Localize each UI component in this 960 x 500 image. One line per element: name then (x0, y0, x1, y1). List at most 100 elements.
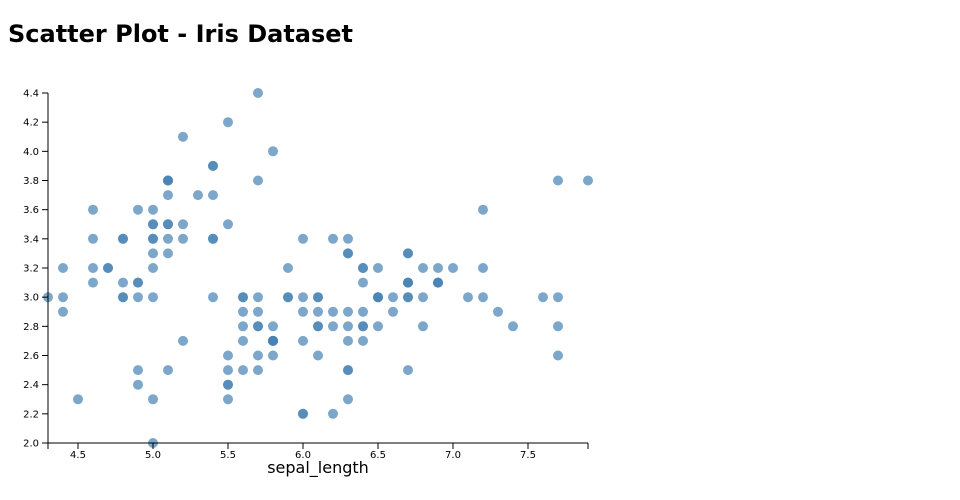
data-point (493, 306, 503, 317)
data-point (133, 277, 143, 288)
data-point (118, 277, 128, 288)
data-point (343, 394, 353, 405)
data-point (223, 365, 233, 376)
data-point (223, 350, 233, 361)
data-point (103, 263, 113, 273)
y-tick-label: 4.4 (23, 89, 39, 100)
data-point (268, 146, 278, 157)
data-point (253, 365, 263, 376)
data-point (73, 394, 83, 405)
data-point (403, 277, 413, 288)
data-point (238, 365, 248, 376)
data-point (148, 263, 158, 273)
y-tick-label: 2.2 (23, 409, 39, 420)
data-point (148, 248, 158, 259)
data-point (118, 233, 128, 244)
data-point (118, 292, 128, 303)
x-tick-label: 7.0 (445, 450, 461, 461)
data-point (238, 292, 248, 303)
data-point (163, 233, 173, 244)
data-point (373, 321, 383, 332)
data-point (163, 175, 173, 186)
data-point (418, 321, 428, 332)
y-tick-label: 2.0 (23, 439, 39, 450)
y-tick-label: 2.8 (23, 322, 39, 333)
data-point (253, 88, 263, 98)
data-point (208, 292, 218, 303)
x-tick-label: 6.5 (370, 450, 386, 461)
data-point (178, 219, 188, 230)
y-tick-label: 3.6 (23, 205, 39, 216)
data-point (418, 292, 428, 303)
data-point (268, 350, 278, 361)
data-point (328, 321, 338, 332)
points-layer (43, 88, 593, 448)
data-point (508, 321, 518, 332)
data-point (223, 379, 233, 390)
data-point (553, 175, 563, 186)
data-point (148, 292, 158, 303)
data-point (403, 292, 413, 303)
data-point (88, 204, 98, 215)
data-point (133, 204, 143, 215)
data-point (358, 321, 368, 332)
data-point (223, 117, 233, 128)
data-point (238, 321, 248, 332)
data-point (88, 277, 98, 288)
data-point (208, 233, 218, 244)
data-point (163, 248, 173, 259)
data-point (58, 292, 68, 303)
data-point (328, 233, 338, 244)
x-tick-label: 5.5 (220, 450, 236, 461)
data-point (223, 394, 233, 405)
data-point (328, 408, 338, 419)
y-tick-label: 4.0 (23, 147, 39, 158)
data-point (163, 365, 173, 376)
data-point (148, 219, 158, 230)
data-point (403, 365, 413, 376)
data-point (283, 292, 293, 303)
data-point (253, 306, 263, 317)
data-point (178, 131, 188, 142)
data-point (313, 321, 323, 332)
data-point (193, 190, 203, 201)
data-point (298, 233, 308, 244)
data-point (283, 263, 293, 273)
data-point (583, 175, 593, 186)
y-tick-label: 3.0 (23, 293, 39, 304)
data-point (148, 204, 158, 215)
data-point (133, 379, 143, 390)
y-axis: 2.0 2.2 2.4 2.6 2.8 3.0 3.2 3.4 3.6 3.8 4.0 4.2 4.4 (23, 89, 49, 450)
data-point (208, 160, 218, 171)
data-point (418, 263, 428, 273)
data-point (313, 292, 323, 303)
data-point (433, 277, 443, 288)
data-point (358, 306, 368, 317)
data-point (253, 292, 263, 303)
data-point (133, 292, 143, 303)
data-point (178, 335, 188, 346)
data-point (388, 292, 398, 303)
x-tick-label: 5.0 (145, 450, 161, 461)
data-point (58, 306, 68, 317)
data-point (58, 263, 68, 273)
data-point (298, 335, 308, 346)
data-point (343, 335, 353, 346)
data-point (538, 292, 548, 303)
data-point (328, 306, 338, 317)
data-point (238, 306, 248, 317)
data-point (448, 263, 458, 273)
data-point (298, 408, 308, 419)
x-tick-label: 6.0 (295, 450, 311, 461)
y-tick-label: 4.2 (23, 118, 39, 129)
data-point (253, 321, 263, 332)
data-point (373, 263, 383, 273)
data-point (478, 263, 488, 273)
y-tick-label: 2.4 (23, 380, 39, 391)
data-point (313, 350, 323, 361)
y-tick-label: 2.6 (23, 351, 39, 362)
data-point (478, 292, 488, 303)
data-point (223, 219, 233, 230)
y-tick-label: 3.8 (23, 176, 39, 187)
